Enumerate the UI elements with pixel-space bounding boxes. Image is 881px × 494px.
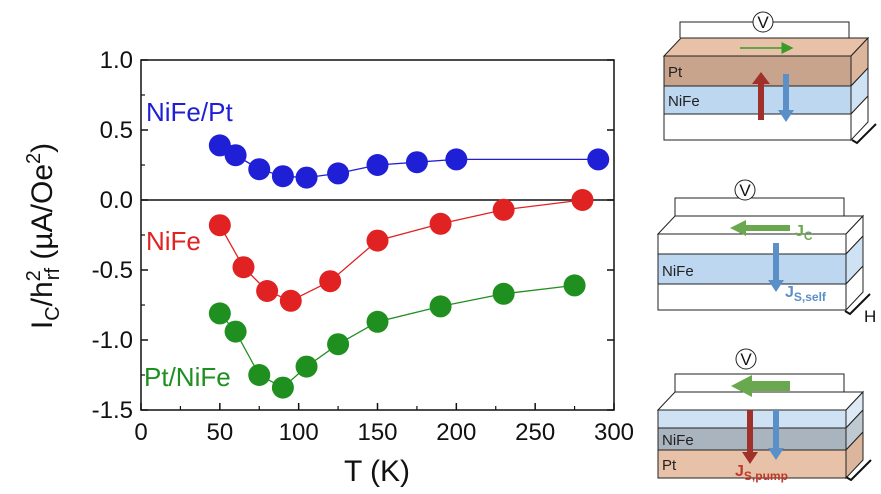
data-point <box>248 364 271 386</box>
layer-label-nife: NiFe <box>668 93 700 110</box>
data-point <box>271 165 294 188</box>
series-label-nife: NiFe <box>146 226 201 256</box>
field-arrow <box>851 123 877 145</box>
series-1 <box>208 189 594 312</box>
data-point <box>327 162 350 185</box>
wire <box>674 373 845 394</box>
data-point <box>366 154 389 176</box>
substrate-front-face <box>663 113 852 141</box>
voltmeter <box>734 179 756 201</box>
data-point <box>224 144 247 167</box>
voltmeter-label: V <box>739 181 751 200</box>
y-tick-label: 1.0 <box>100 47 133 74</box>
data-point <box>366 310 389 333</box>
diagram-top: V Pt NiFe <box>662 11 877 145</box>
layer-label-nife: NiFe <box>662 263 694 280</box>
spin-pump-arrow <box>742 410 758 464</box>
x-tick-label: 50 <box>206 419 233 446</box>
charge-current-arrow <box>730 220 790 236</box>
diagram-middle: V JC NiFe JS,self H <box>656 179 876 326</box>
data-point <box>445 148 468 171</box>
field-arrow <box>845 459 872 482</box>
y-tick-label: 0.0 <box>100 187 133 214</box>
series-0 <box>208 134 610 189</box>
x-tick-label: 150 <box>357 419 397 446</box>
y-tick-label: -1.0 <box>92 327 133 354</box>
spin-down-arrow <box>778 74 794 122</box>
data-point <box>248 158 271 181</box>
series-layer <box>208 134 610 399</box>
y-tick-label: -1.5 <box>92 397 133 424</box>
data-point <box>587 148 610 171</box>
voltmeter-label: V <box>740 350 752 369</box>
nife-front-face <box>663 85 852 115</box>
x-tick-label: 100 <box>279 419 319 446</box>
top-face <box>656 391 865 411</box>
series-2 <box>208 274 586 399</box>
data-point <box>295 166 318 189</box>
data-point <box>256 280 279 302</box>
data-point <box>279 289 302 312</box>
axis-ticks: 0 50 100 150 200 250 300 1.0 0.5 0.0 -0.5 -1.0 -1.5 <box>92 47 634 446</box>
substrate-side-face <box>850 94 869 142</box>
js-self-label: JS,self <box>785 284 827 304</box>
field-label: H <box>864 307 876 326</box>
voltmeter <box>735 348 757 370</box>
data-point <box>208 134 231 157</box>
data-point <box>492 282 515 305</box>
data-point <box>563 274 586 297</box>
spin-self-arrow <box>768 243 784 292</box>
x-tick-label: 0 <box>134 419 147 446</box>
series-line <box>219 284 575 389</box>
data-point <box>208 214 231 237</box>
data-point <box>208 302 231 325</box>
voltmeter <box>752 11 774 33</box>
y-tick-label: -0.5 <box>92 257 133 284</box>
spin-down-arrow <box>768 410 784 460</box>
chart: 0 50 100 150 200 250 3001.00.50.0-0.5-1.0-1.5 … <box>23 47 634 488</box>
pt-top-face <box>662 37 870 57</box>
spin-up-arrow <box>752 72 770 120</box>
data-point <box>271 376 294 399</box>
charge-current-arrow <box>731 375 790 397</box>
series-label-nife-pt: NiFe/Pt <box>146 97 233 127</box>
jc-label: JC <box>795 223 813 243</box>
voltmeter-label: V <box>757 13 769 32</box>
x-axis-label: T (K) <box>344 455 410 488</box>
data-point <box>492 198 515 221</box>
data-point <box>319 270 342 293</box>
x-tick-label: 200 <box>436 419 476 446</box>
data-point <box>571 189 594 211</box>
data-point <box>429 295 452 318</box>
data-point <box>366 229 389 252</box>
x-tick-label: 250 <box>515 419 555 446</box>
spacer-front-face <box>657 233 847 255</box>
series-label-pt-nife: Pt/NiFe <box>144 362 231 392</box>
series-line <box>219 144 599 179</box>
data-point <box>405 151 428 174</box>
data-point <box>295 355 318 378</box>
data-point <box>429 212 452 235</box>
layer-label-nife: NiFe <box>662 432 694 449</box>
field-arrow <box>844 293 871 316</box>
layer-label-pt: Pt <box>668 64 683 81</box>
diagram-bottom: V NiFe Pt JS,pump <box>656 348 872 483</box>
y-axis-label: IC/h2rf (µA/Oe2) <box>23 143 64 329</box>
pt-side-face <box>845 430 864 480</box>
data-point <box>224 320 247 343</box>
data-point <box>327 333 350 356</box>
x-tick-label: 300 <box>594 419 634 446</box>
substrate-side-face <box>845 264 864 312</box>
wire <box>674 197 845 218</box>
layer-label-pt: Pt <box>662 457 677 474</box>
data-point <box>232 256 255 279</box>
js-pump-label: JS,pump <box>735 463 788 483</box>
y-tick-label: 0.5 <box>100 117 133 144</box>
